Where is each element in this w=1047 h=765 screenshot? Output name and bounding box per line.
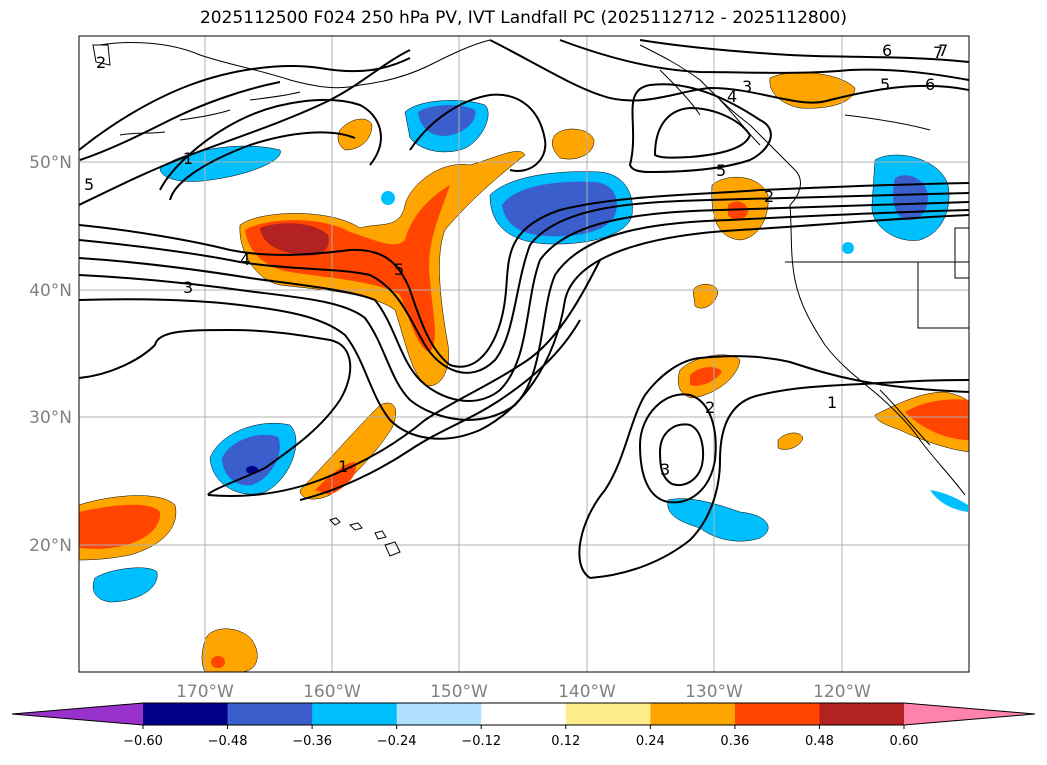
colorbar-extend-high [904, 703, 1035, 725]
lon-label-170w: 170°W [176, 682, 234, 702]
contour-label: 2 [764, 187, 774, 206]
colorbar-segment [312, 703, 398, 725]
map-area [79, 36, 969, 672]
colorbar-tick-label: 0.36 [720, 734, 749, 749]
contour-label: 1 [183, 149, 193, 168]
colorbar-tick-label: −0.36 [292, 734, 332, 749]
colorbar: −0.60 −0.48 −0.36 −0.24 −0.12 0.12 0.24 0.36 0.4… [11, 702, 1036, 749]
colorbar-extend-low [12, 703, 143, 725]
contour-label: 4 [240, 250, 250, 269]
contour-label: 7 [933, 43, 943, 62]
colorbar-tick-label: 0.12 [551, 734, 580, 749]
map-frame [78, 35, 970, 673]
colorbar-tick-label: 0.48 [805, 734, 834, 749]
lon-label-140w: 140°W [558, 682, 616, 702]
colorbar-tick-label: −0.48 [208, 734, 248, 749]
contour-label: 5 [84, 175, 94, 194]
contour-label: 3 [742, 77, 752, 96]
lat-label-50n: 50°N [29, 153, 72, 173]
colorbar-tick-label: −0.60 [123, 734, 163, 749]
longitude-labels: 170°W 160°W 150°W 140°W 130°W 120°W [176, 682, 871, 702]
lon-label-150w: 150°W [430, 682, 488, 702]
lon-label-130w: 130°W [685, 682, 743, 702]
colorbar-segment [227, 703, 313, 725]
lat-label-40n: 40°N [29, 281, 72, 301]
lon-label-160w: 160°W [303, 682, 361, 702]
contour-label: 5 [394, 260, 404, 279]
map-title: 2025112500 F024 250 hPa PV, IVT Landfall… [199, 8, 847, 28]
colorbar-segment [819, 703, 905, 725]
contour-label: 1 [338, 457, 348, 476]
contour-label: 1 [827, 393, 837, 412]
contour-label: 3 [183, 278, 193, 297]
colorbar-segment [650, 703, 736, 725]
ivt-contours [79, 39, 969, 579]
colorbar-segment [396, 703, 482, 725]
colorbar-tick-label: −0.24 [377, 734, 417, 749]
contour-label: 5 [716, 161, 726, 180]
contour-labels: 1 5 4 3 5 1 2 3 3 4 5 2 6 7 5 6 1 2 7 [84, 41, 948, 479]
colorbar-segment [481, 703, 567, 725]
colorbar-segment [143, 703, 229, 725]
lon-label-120w: 120°W [813, 682, 871, 702]
colorbar-tick-label: −0.12 [461, 734, 501, 749]
contour-label: 5 [880, 75, 890, 94]
contour-label: 4 [727, 87, 737, 106]
contour-label: 6 [882, 41, 892, 60]
latitude-labels: 50°N 40°N 30°N 20°N [29, 153, 72, 556]
lat-label-20n: 20°N [29, 536, 72, 556]
contour-label: 2 [96, 53, 106, 72]
contour-label: 3 [660, 460, 670, 479]
contour-label: 7 [938, 41, 948, 60]
lat-label-30n: 30°N [29, 408, 72, 428]
colorbar-segment [565, 703, 651, 725]
colorbar-tick-label: 0.60 [890, 734, 919, 749]
colorbar-segment [734, 703, 820, 725]
colorbar-tick-label: 0.24 [636, 734, 665, 749]
contour-label: 6 [925, 75, 935, 94]
contour-label: 2 [705, 398, 715, 417]
